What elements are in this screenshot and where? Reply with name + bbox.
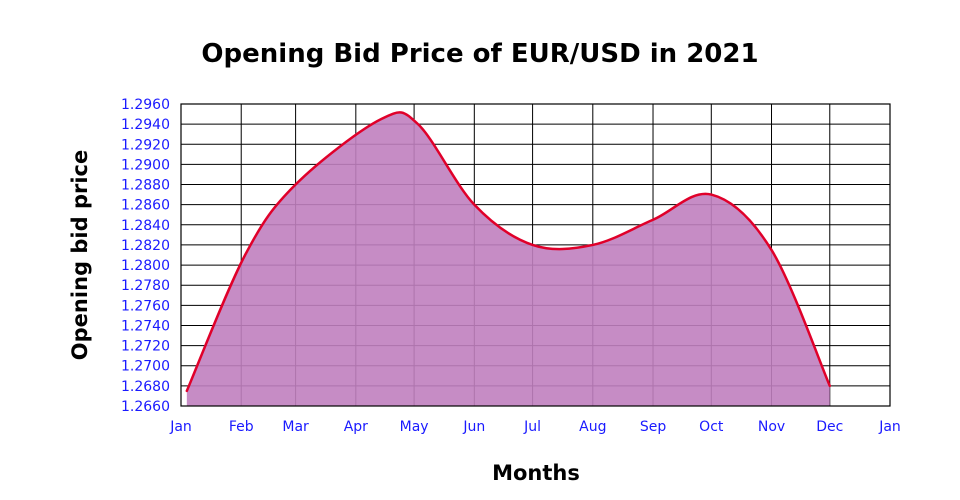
y-tick-label: 1.2800 <box>121 258 170 274</box>
x-tick-label: May <box>400 419 429 435</box>
axes <box>180 103 891 407</box>
x-tick-label: Jun <box>462 419 485 435</box>
y-tick-label: 1.2740 <box>121 318 170 334</box>
y-tick-label: 1.2720 <box>121 339 170 355</box>
x-tick-label: Sep <box>640 419 667 435</box>
x-tick-label: Jan <box>169 419 192 435</box>
plot-frame <box>180 103 891 407</box>
x-tick-label: Nov <box>758 419 785 435</box>
y-tick-label: 1.2880 <box>121 178 170 194</box>
y-tick-labels: 1.2660 1.2680 1.2700 1.2720 1.2740 1.2760 1.27… <box>121 97 170 415</box>
y-tick-label: 1.2900 <box>121 157 170 173</box>
x-tick-label: Dec <box>816 419 843 435</box>
y-tick-label: 1.2860 <box>121 198 170 214</box>
x-tick-labels: Jan Feb Mar Apr May Jun Jul Aug Sep Oct Nov Dec Jan <box>169 419 901 435</box>
x-tick-label: Mar <box>282 419 309 435</box>
y-tick-label: 1.2760 <box>121 298 170 314</box>
y-tick-label: 1.2680 <box>121 379 170 395</box>
x-tick-label: Feb <box>229 419 254 435</box>
x-tick-label: Jan <box>878 419 901 435</box>
y-tick-label: 1.2820 <box>121 238 170 254</box>
area-fill <box>186 112 830 407</box>
y-tick-label: 1.2940 <box>121 117 170 133</box>
y-tick-label: 1.2780 <box>121 278 170 294</box>
x-tick-label: Aug <box>579 419 606 435</box>
area-layer <box>185 111 832 407</box>
chart-title: Opening Bid Price of EUR/USD in 2021 <box>201 39 758 69</box>
series-line <box>185 111 832 393</box>
y-axis-title: Opening bid price <box>68 150 92 360</box>
x-axis-title: Months <box>492 461 580 485</box>
y-tick-label: 1.2660 <box>121 399 170 415</box>
y-tick-label: 1.2960 <box>121 97 170 113</box>
y-tick-label: 1.2920 <box>121 137 170 153</box>
x-tick-label: Apr <box>344 419 368 435</box>
y-tick-label: 1.2700 <box>121 359 170 375</box>
y-tick-label: 1.2840 <box>121 218 170 234</box>
x-tick-label: Jul <box>523 419 541 435</box>
x-tick-label: Oct <box>699 419 724 435</box>
